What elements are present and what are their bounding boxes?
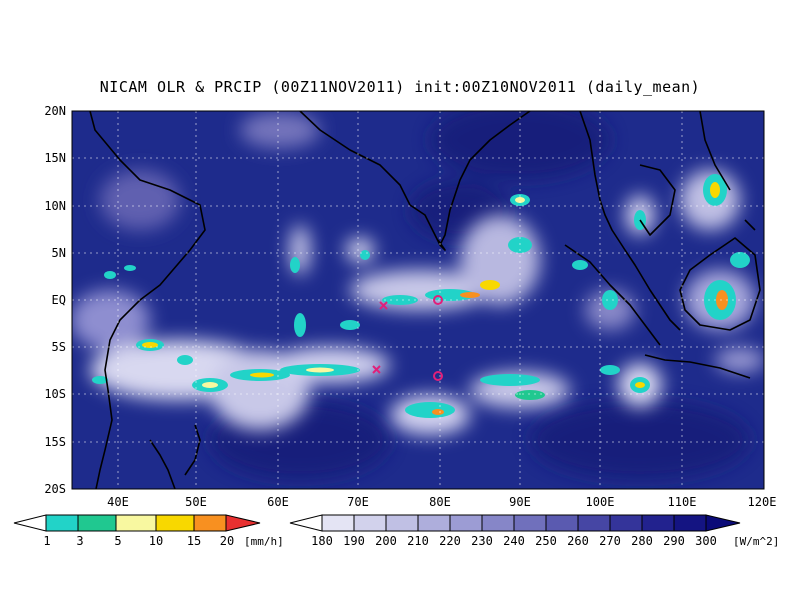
cross-marker-south: [372, 365, 381, 374]
olr-label: 250: [535, 534, 557, 548]
circle-marker-south: [433, 371, 443, 381]
olr-swatch: [577, 514, 611, 532]
precip-patches: [92, 174, 750, 418]
lat-label: 20N: [44, 104, 66, 118]
lon-label: 120E: [748, 495, 777, 509]
lat-label: 15S: [44, 435, 66, 449]
olr-unit: [W/m^2]: [733, 535, 779, 548]
lat-tick-labels: 20N 15N 10N 5N EQ 5S 10S 15S 20S: [44, 104, 66, 496]
lat-label: 10N: [44, 199, 66, 213]
olr-label: 280: [631, 534, 653, 548]
precip-label: 1: [43, 534, 50, 548]
olr-swatch: [673, 514, 707, 532]
precip-swatch: [155, 514, 195, 532]
lon-label: 50E: [185, 495, 207, 509]
olr-swatch: [417, 514, 451, 532]
cross-marker-north: [379, 301, 388, 310]
lon-label: 110E: [668, 495, 697, 509]
olr-label: 300: [695, 534, 717, 548]
precip-label: 10: [149, 534, 163, 548]
olr-arrow-left: [289, 514, 323, 532]
olr-label: 240: [503, 534, 525, 548]
olr-swatch: [481, 514, 515, 532]
precip-swatch: [45, 514, 79, 532]
lon-label: 70E: [347, 495, 369, 509]
olr-swatch: [321, 514, 355, 532]
precip-swatch: [115, 514, 157, 532]
olr-label: 210: [407, 534, 429, 548]
lon-label: 60E: [267, 495, 289, 509]
olr-colorbar: 180 190 200 210 220 230 240 250 260 270 …: [289, 514, 779, 548]
precip-colorbar: 1 3 5 10 15 20 [mm/h]: [13, 514, 284, 548]
olr-swatch: [545, 514, 579, 532]
olr-label: 190: [343, 534, 365, 548]
lon-label: 100E: [586, 495, 615, 509]
olr-label: 220: [439, 534, 461, 548]
olr-label: 260: [567, 534, 589, 548]
precip-arrow-right: [225, 514, 261, 532]
olr-swatch: [449, 514, 483, 532]
precip-label: 15: [187, 534, 201, 548]
lat-label: 10S: [44, 387, 66, 401]
lon-label: 80E: [429, 495, 451, 509]
gridlines: [72, 111, 764, 489]
map-frame: [71, 110, 765, 490]
olr-arrow-right: [705, 514, 741, 532]
precip-swatch: [77, 514, 117, 532]
olr-swatch: [353, 514, 387, 532]
precip-label: 5: [114, 534, 121, 548]
lat-label: EQ: [52, 293, 66, 307]
precip-label: 20: [220, 534, 234, 548]
olr-swatch: [385, 514, 419, 532]
circle-marker-north: [433, 295, 443, 305]
lat-label: 20S: [44, 482, 66, 496]
olr-label: 270: [599, 534, 621, 548]
lon-label: 40E: [107, 495, 129, 509]
lat-label: 15N: [44, 151, 66, 165]
olr-label: 230: [471, 534, 493, 548]
lat-label: 5S: [52, 340, 66, 354]
precip-swatch: [193, 514, 227, 532]
storm-markers: [372, 295, 443, 381]
lon-label: 90E: [509, 495, 531, 509]
precip-unit: [mm/h]: [244, 535, 284, 548]
lon-tick-labels: 40E 50E 60E 70E 80E 90E 100E 110E 120E: [107, 495, 776, 509]
olr-swatch: [513, 514, 547, 532]
olr-swatch: [609, 514, 643, 532]
coastlines: [89, 111, 761, 489]
olr-label: 290: [663, 534, 685, 548]
map-title: NICAM OLR & PRCIP (00Z11NOV2011) init:00…: [99, 78, 701, 96]
olr-swatch: [641, 514, 675, 532]
olr-label: 200: [375, 534, 397, 548]
olr-label: 180: [311, 534, 333, 548]
precip-arrow-left: [13, 514, 47, 532]
lat-label: 5N: [52, 246, 66, 260]
precip-label: 3: [76, 534, 83, 548]
